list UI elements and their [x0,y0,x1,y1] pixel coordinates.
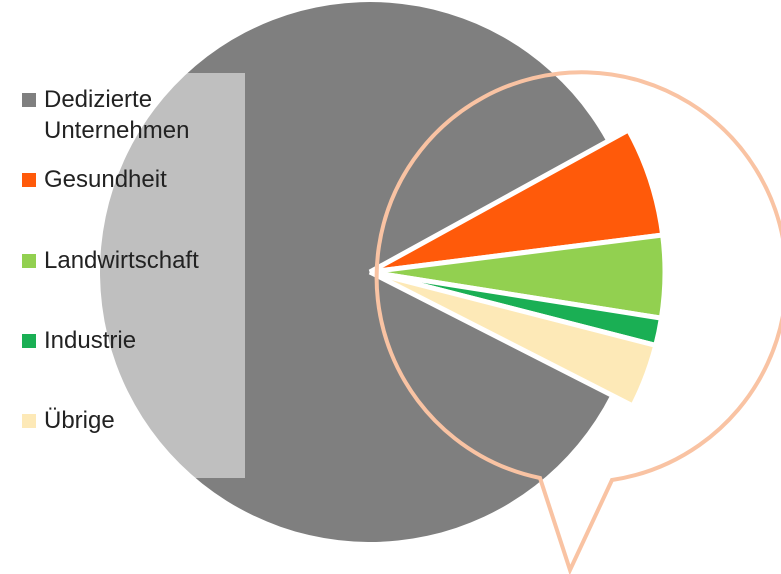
legend-item: Industrie [22,325,229,356]
legend-item: Gesundheit [22,164,229,195]
legend-item: Dedizierte Unternehmen [22,84,229,146]
legend-label: Gesundheit [44,166,167,193]
legend-swatch [22,93,36,107]
legend-swatch [22,254,36,268]
legend-item: Landwirtschaft [22,245,229,276]
legend-swatch [22,414,36,428]
legend-swatch [22,173,36,187]
legend-swatch [22,334,36,348]
callout-bubble [374,70,781,574]
pie-slice [368,269,659,410]
legend-backdrop [0,73,245,478]
legend-label: Industrie [44,327,137,354]
legend-item: Übrige [22,405,229,436]
legend-label: Dedizierte Unternehmen [44,86,190,144]
legend-label: Übrige [44,407,115,434]
legend-label: Landwirtschaft [44,247,199,274]
